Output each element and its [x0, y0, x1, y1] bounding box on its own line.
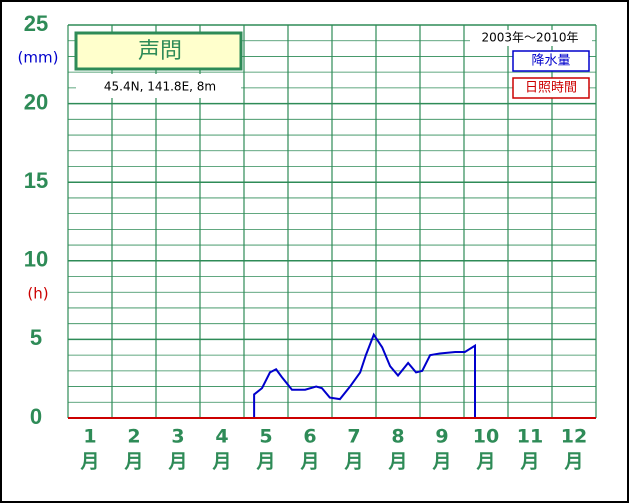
chart-title: 声問: [138, 39, 182, 64]
x-tick-unit: 月: [431, 451, 451, 473]
x-tick-unit: 月: [299, 451, 319, 473]
x-tick-label: 6: [303, 426, 316, 448]
x-tick-unit: 月: [211, 451, 231, 473]
x-tick-label: 2: [127, 426, 140, 448]
y-tick-label: 15: [24, 168, 48, 193]
x-tick-unit: 月: [563, 451, 583, 473]
legend-label: 日照時間: [525, 81, 577, 96]
y-tick-label: 0: [30, 404, 42, 429]
legend-label: 降水量: [531, 54, 570, 69]
x-tick-label: 10: [473, 426, 499, 448]
x-tick-label: 8: [391, 426, 404, 448]
y-axis-label: (h): [27, 285, 48, 303]
x-tick-unit: 月: [343, 451, 363, 473]
x-tick-label: 9: [435, 426, 448, 448]
y-tick-label: 10: [24, 247, 48, 272]
x-tick-unit: 月: [167, 451, 187, 473]
y-tick-label: 25: [24, 11, 48, 36]
x-tick-label: 12: [561, 426, 587, 448]
legend-box: [512, 77, 590, 99]
subtitle: 45.4N, 141.8E, 8m: [104, 80, 216, 94]
x-tick-label: 1: [83, 426, 96, 448]
subtitle-box: [76, 74, 241, 98]
x-tick-label: 11: [517, 426, 543, 448]
y-axis-label: (mm): [18, 49, 59, 67]
data-line: [253, 332, 476, 418]
x-tick-unit: 月: [79, 451, 99, 473]
title-box: [74, 31, 243, 71]
legend-box: [512, 50, 590, 72]
x-tick-unit: 月: [255, 451, 275, 473]
x-tick-label: 5: [259, 426, 272, 448]
x-tick-unit: 月: [475, 451, 495, 473]
period-box: [470, 30, 592, 46]
y-tick-label: 20: [24, 89, 48, 114]
x-tick-label: 4: [215, 426, 228, 448]
x-tick-label: 7: [347, 426, 360, 448]
x-tick-unit: 月: [519, 451, 539, 473]
x-tick-unit: 月: [123, 451, 143, 473]
x-tick-unit: 月: [387, 451, 407, 473]
period: 2003年〜2010年: [481, 31, 578, 45]
y-tick-label: 5: [30, 325, 42, 350]
x-tick-label: 3: [171, 426, 184, 448]
